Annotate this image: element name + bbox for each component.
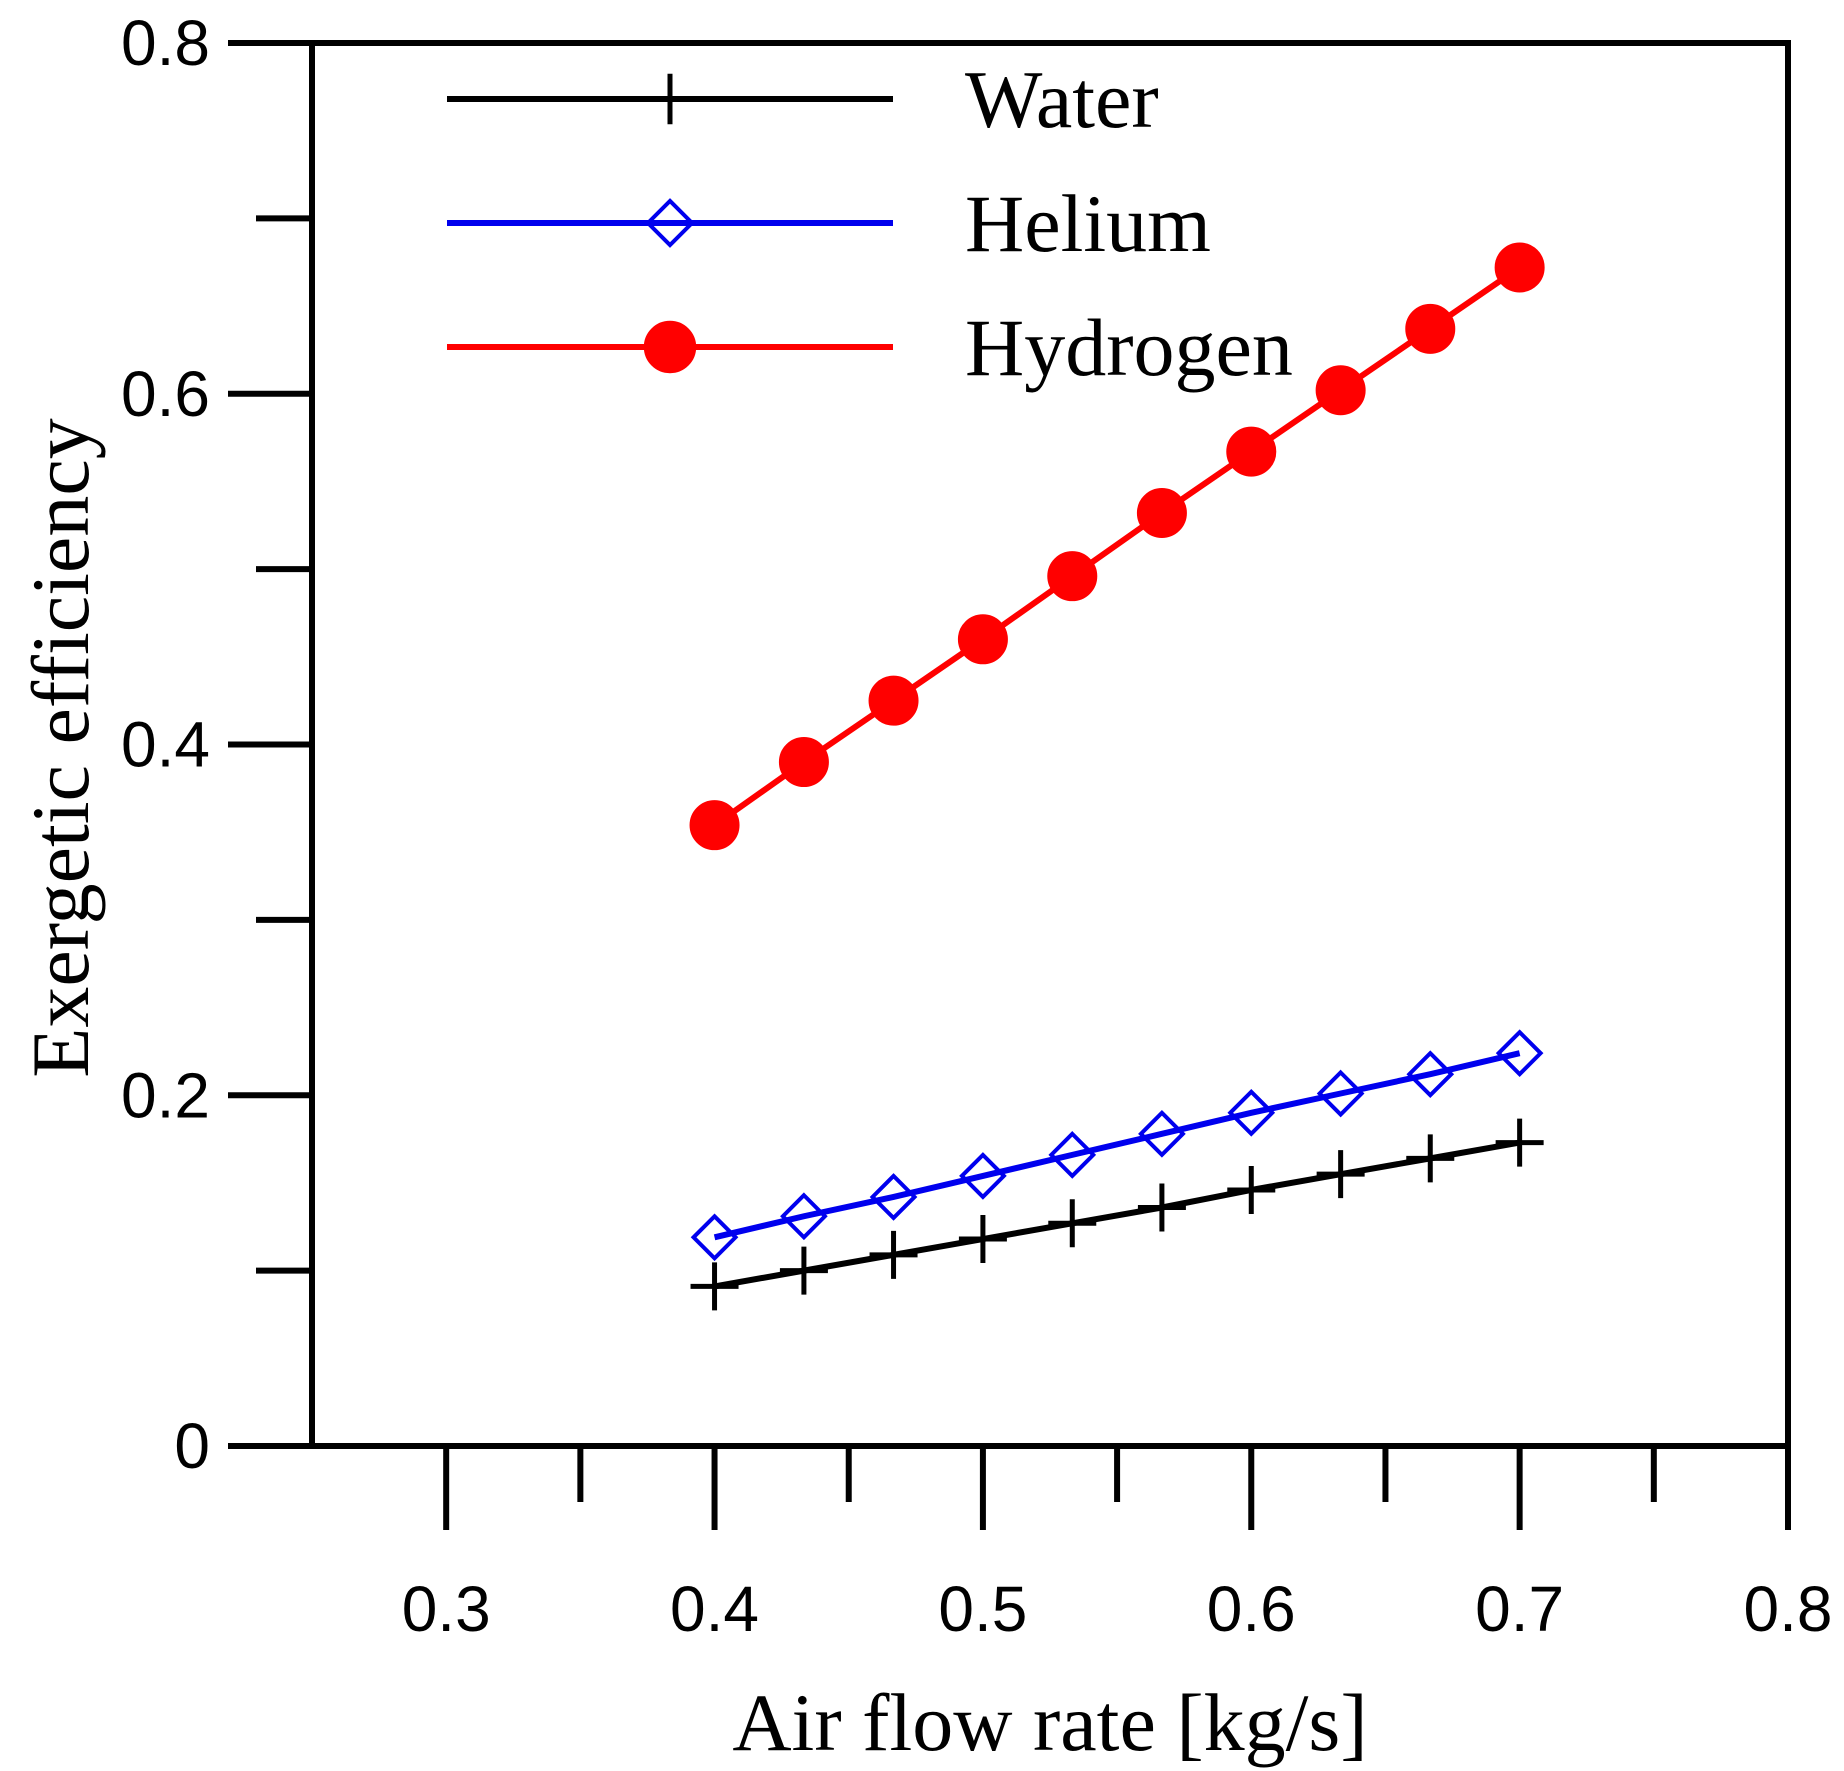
data-point-hydrogen <box>868 675 919 726</box>
data-point-helium <box>1495 1029 1544 1077</box>
series-line-water <box>714 1139 1521 1290</box>
data-point-hydrogen <box>1315 365 1366 416</box>
legend: Water Helium Hydrogen <box>447 54 1293 393</box>
data-point-helium <box>690 1213 739 1262</box>
data-point-hydrogen <box>1136 488 1187 539</box>
legend-label-hydrogen: Hydrogen <box>965 302 1293 393</box>
legend-marker-helium <box>645 198 695 248</box>
x-tick-label: 0.8 <box>1744 1573 1833 1645</box>
legend-label-water: Water <box>965 54 1159 145</box>
x-tick-label: 0.4 <box>670 1573 759 1645</box>
y-tick-label: 0.2 <box>121 1059 210 1131</box>
series-line-helium <box>713 1050 1521 1241</box>
y-tick-label: 0 <box>174 1410 210 1482</box>
x-tick-label: 0.7 <box>1475 1573 1564 1645</box>
data-point-hydrogen <box>957 614 1008 665</box>
x-tick-label: 0.6 <box>1207 1573 1296 1645</box>
legend-marker-hydrogen <box>643 320 697 374</box>
data-point-helium <box>1138 1110 1186 1158</box>
series-line-hydrogen <box>712 265 1522 828</box>
x-axis-label: Air flow rate [kg/s] <box>732 1677 1367 1768</box>
axes-layer: 0.3 0.4 0.5 0.6 0.7 0.8 0 0.2 0.4 0.6 0.8 <box>121 7 1832 1645</box>
data-point-hydrogen <box>1047 551 1098 602</box>
y-axis-label: Exergetic efficiency <box>15 418 106 1077</box>
legend-label-helium: Helium <box>965 178 1211 269</box>
data-point-helium <box>1406 1050 1455 1099</box>
data-point-helium <box>1227 1088 1276 1137</box>
data-point-hydrogen <box>1226 426 1277 477</box>
legend-item-helium: Helium <box>447 178 1211 269</box>
series-water <box>690 1118 1544 1311</box>
data-point-helium <box>959 1152 1007 1200</box>
data-point-helium <box>1316 1069 1365 1118</box>
y-tick-label: 0.4 <box>121 709 210 781</box>
y-tick-label: 0.8 <box>121 7 210 79</box>
data-point-hydrogen <box>778 737 829 788</box>
data-point-helium <box>1048 1131 1097 1179</box>
series-layer <box>689 242 1545 1311</box>
series-helium <box>690 1029 1544 1262</box>
x-tick-label: 0.5 <box>938 1573 1027 1645</box>
data-point-hydrogen <box>1494 242 1545 293</box>
legend-item-hydrogen: Hydrogen <box>447 302 1293 393</box>
data-point-helium <box>780 1192 828 1241</box>
data-point-hydrogen <box>1405 303 1456 354</box>
x-tick-label: 0.3 <box>402 1573 491 1645</box>
data-point-helium <box>869 1173 918 1221</box>
y-tick-label: 0.6 <box>121 358 210 430</box>
legend-item-water: Water <box>447 54 1159 145</box>
data-point-hydrogen <box>689 800 740 851</box>
series-hydrogen <box>689 242 1545 851</box>
